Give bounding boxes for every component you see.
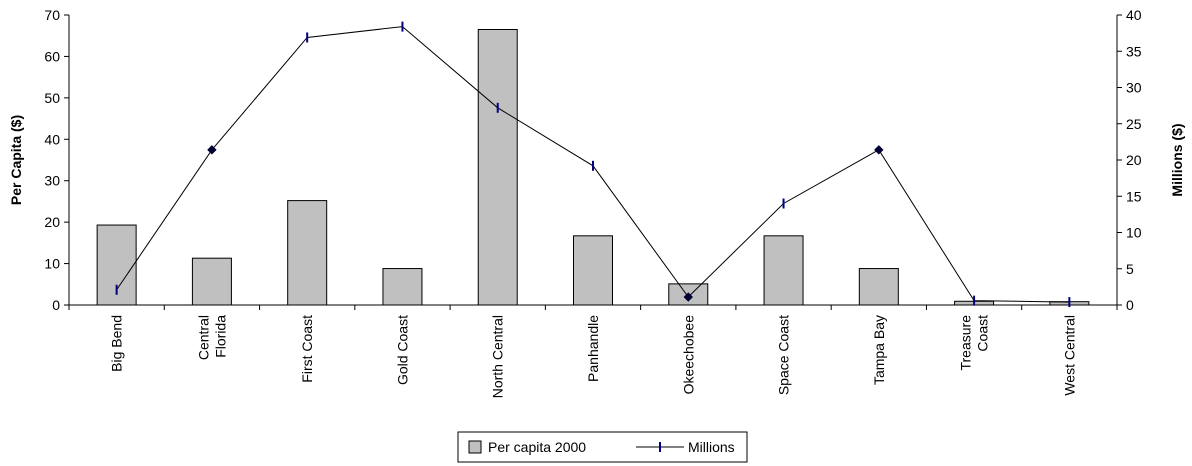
legend-box (457, 431, 748, 463)
right-tick-label: 40 (1126, 7, 1142, 23)
left-tick-label: 50 (44, 90, 60, 106)
millions-point (207, 145, 217, 155)
bar (763, 235, 804, 306)
millions-point (683, 292, 693, 302)
bar (191, 257, 232, 306)
left-tick-label: 40 (44, 131, 60, 147)
millions-point (874, 145, 884, 155)
right-tick-label: 20 (1126, 152, 1142, 168)
right-tick-label: 30 (1126, 80, 1142, 96)
legend-bar-swatch (468, 440, 482, 454)
right-tick-label: 0 (1126, 297, 1134, 313)
left-tick-label: 60 (44, 48, 60, 64)
category-label: Gold Coast (394, 315, 410, 385)
category-label: North Central (490, 315, 506, 398)
category-label: Panhandle (585, 315, 601, 382)
left-tick-label: 30 (44, 173, 60, 189)
bar (287, 200, 328, 306)
right-tick-label: 10 (1126, 225, 1142, 241)
line-layer (115, 21, 1071, 308)
bar (858, 268, 899, 306)
legend: Per capita 2000 Millions (457, 431, 748, 463)
bar (477, 29, 518, 306)
legend-label-per-capita: Per capita 2000 (488, 439, 586, 455)
right-tick-label: 5 (1126, 261, 1134, 277)
right-tick-label: 25 (1126, 116, 1142, 132)
bar (382, 268, 423, 306)
category-label: Big Bend (109, 315, 125, 372)
labels-layer: 0 10 20 30 40 50 60 70 0 5 10 15 20 25 30 35 40 Big Bend C… (8, 7, 1185, 398)
left-tick-label: 70 (44, 7, 60, 23)
category-label: First Coast (299, 315, 315, 383)
legend-label-millions: Millions (688, 439, 735, 455)
right-tick-label: 15 (1126, 188, 1142, 204)
left-axis-title: Per Capita ($) (8, 115, 24, 205)
left-tick-label: 0 (52, 297, 60, 313)
left-tick-label: 10 (44, 256, 60, 272)
category-label: West Central (1061, 315, 1077, 396)
category-label: Okeechobee (680, 315, 696, 395)
right-tick-label: 35 (1126, 43, 1142, 59)
category-label: CentralFlorida (195, 315, 228, 360)
axes-layer (64, 14, 1122, 310)
left-tick-label: 20 (44, 214, 60, 230)
category-label: Space Coast (776, 315, 792, 395)
bar (573, 235, 613, 306)
right-axis-title: Millions ($) (1169, 123, 1185, 196)
category-label: Tampa Bay (871, 315, 887, 385)
category-label: TreasureCoast (958, 315, 991, 371)
